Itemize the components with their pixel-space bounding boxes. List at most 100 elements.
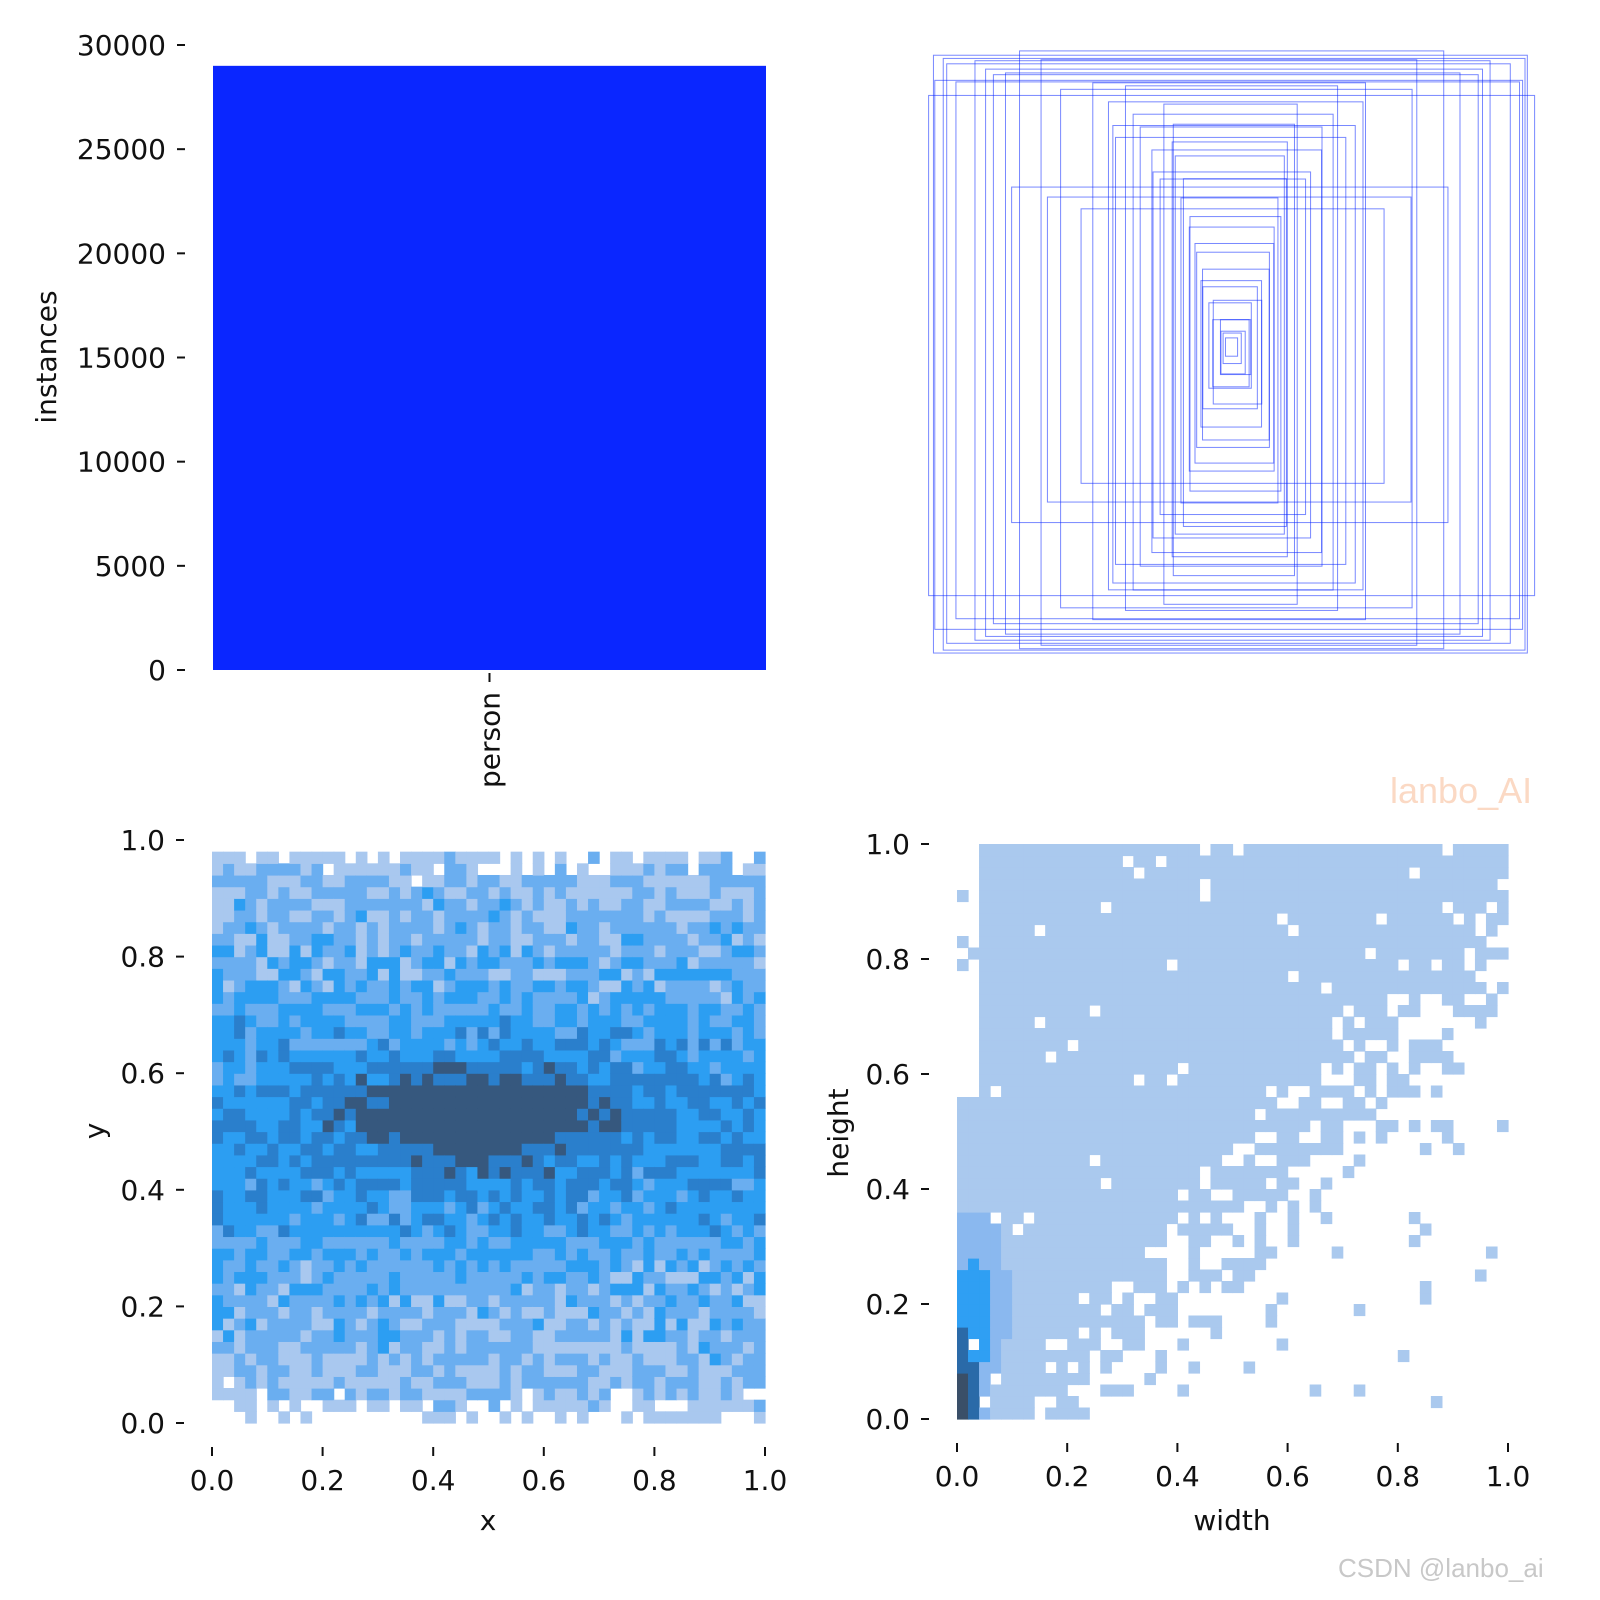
heatmap-cell — [433, 933, 445, 946]
heatmap-cell — [1111, 1016, 1123, 1029]
heatmap-cell — [1012, 1212, 1024, 1225]
heatmap-cell — [1199, 1189, 1212, 1202]
heatmap-cell — [1100, 1361, 1112, 1374]
heatmap-cell — [720, 956, 733, 969]
heatmap-cell — [687, 1236, 700, 1249]
heatmap-cell — [1298, 1154, 1311, 1167]
heatmap-cell — [499, 956, 512, 969]
heatmap-cell — [1144, 1074, 1156, 1087]
heatmap-cell — [1166, 1005, 1178, 1018]
heatmap-cell — [709, 1201, 722, 1214]
heatmap-cell — [1089, 1315, 1101, 1328]
heatmap-cell — [411, 1283, 423, 1296]
heatmap-cell — [499, 1003, 512, 1016]
heatmap-cell — [444, 1388, 456, 1401]
heatmap-cell — [1430, 1085, 1443, 1098]
heatmap-cell — [654, 1026, 667, 1039]
heatmap-cell — [289, 1003, 302, 1016]
heatmap-cell — [1155, 1062, 1167, 1075]
heatmap-cell — [366, 1154, 379, 1168]
heatmap-cell — [1298, 1016, 1311, 1029]
heatmap-cell — [554, 863, 567, 876]
heatmap-cell — [433, 1213, 445, 1226]
heatmap-cell — [466, 1166, 479, 1179]
heatmap-cell — [1496, 855, 1509, 868]
heatmap-cell — [1166, 1143, 1178, 1156]
heatmap-cell — [377, 1189, 390, 1203]
heatmap-cell — [968, 1407, 980, 1420]
heatmap-cell — [698, 1073, 711, 1086]
heatmap-cell — [433, 1318, 445, 1331]
heatmap-cell — [322, 1003, 335, 1016]
heatmap-cell — [979, 1292, 991, 1305]
heatmap-cell — [968, 1235, 980, 1248]
heatmap-cell — [610, 1306, 622, 1319]
heatmap-cell — [256, 1189, 268, 1203]
heatmap-cell — [599, 1353, 611, 1366]
heatmap-cell — [588, 898, 600, 911]
heatmap-cell — [510, 1166, 523, 1179]
heatmap-cell — [554, 1119, 567, 1133]
heatmap-cell — [278, 1038, 291, 1051]
heatmap-cell — [300, 1201, 313, 1214]
heatmap-cell — [1111, 1051, 1123, 1064]
heatmap-cell — [720, 1131, 733, 1144]
heatmap-cell — [289, 1014, 302, 1028]
heatmap-cell — [576, 1399, 589, 1412]
heatmap-cell — [698, 1049, 711, 1063]
heatmap-cell — [1342, 878, 1355, 891]
heatmap-cell — [1210, 1166, 1223, 1179]
heatmap-cell — [698, 1306, 711, 1319]
heatmap-cell — [979, 970, 991, 983]
heatmap-cell — [322, 1108, 335, 1121]
heatmap-cell — [957, 936, 969, 949]
y-tick-label: 5000 — [95, 550, 166, 583]
y-tick-label: 0.6 — [120, 1057, 165, 1090]
heatmap-cell — [621, 921, 633, 934]
heatmap-cell — [344, 1084, 357, 1098]
heatmap-cell — [643, 944, 655, 958]
heatmap-cell — [1232, 1131, 1245, 1144]
heatmap-cell — [1056, 1407, 1068, 1420]
heatmap-cell — [979, 1143, 991, 1156]
heatmap-cell — [377, 1388, 390, 1401]
heatmap-cell — [1001, 1315, 1013, 1328]
heatmap-cell — [1298, 959, 1311, 972]
heatmap-cell — [543, 1318, 556, 1331]
heatmap-cell — [1342, 1085, 1355, 1098]
heatmap-cell — [1408, 1235, 1421, 1248]
heatmap-cell — [565, 979, 578, 993]
heatmap-cell — [621, 898, 633, 911]
heatmap-cell — [543, 1014, 556, 1028]
heatmap-cell — [1342, 901, 1355, 914]
heatmap-cell — [1023, 1304, 1035, 1317]
heatmap-cell — [234, 898, 246, 911]
heatmap-cell — [1287, 1016, 1300, 1029]
heatmap-cell — [455, 1236, 467, 1249]
heatmap-cell — [411, 944, 423, 958]
heatmap-cell — [698, 909, 711, 923]
heatmap-cell — [1023, 1074, 1035, 1087]
heatmap-cell — [1023, 1373, 1035, 1386]
heatmap-cell — [212, 1353, 224, 1366]
heatmap-cell — [1034, 1361, 1046, 1374]
heatmap-cell — [1056, 1028, 1068, 1041]
heatmap-cell — [1243, 924, 1256, 937]
heatmap-cell — [455, 979, 467, 993]
heatmap-cell — [355, 991, 368, 1004]
heatmap-cell — [1023, 1327, 1035, 1340]
heatmap-cell — [1122, 1189, 1134, 1202]
heatmap-cell — [422, 944, 434, 958]
heatmap-cell — [543, 1189, 556, 1203]
heatmap-cell — [433, 968, 445, 981]
heatmap-cell — [610, 1224, 622, 1238]
heatmap-cell — [654, 898, 667, 911]
heatmap-cell — [687, 944, 700, 958]
heatmap-cell — [1265, 901, 1278, 914]
heatmap-cell — [1023, 959, 1035, 972]
heatmap-cell — [344, 1143, 357, 1156]
heatmap-cell — [979, 1108, 991, 1121]
heatmap-cell — [1122, 844, 1134, 857]
heatmap-cell — [466, 1306, 479, 1319]
heatmap-cell — [576, 1049, 589, 1063]
